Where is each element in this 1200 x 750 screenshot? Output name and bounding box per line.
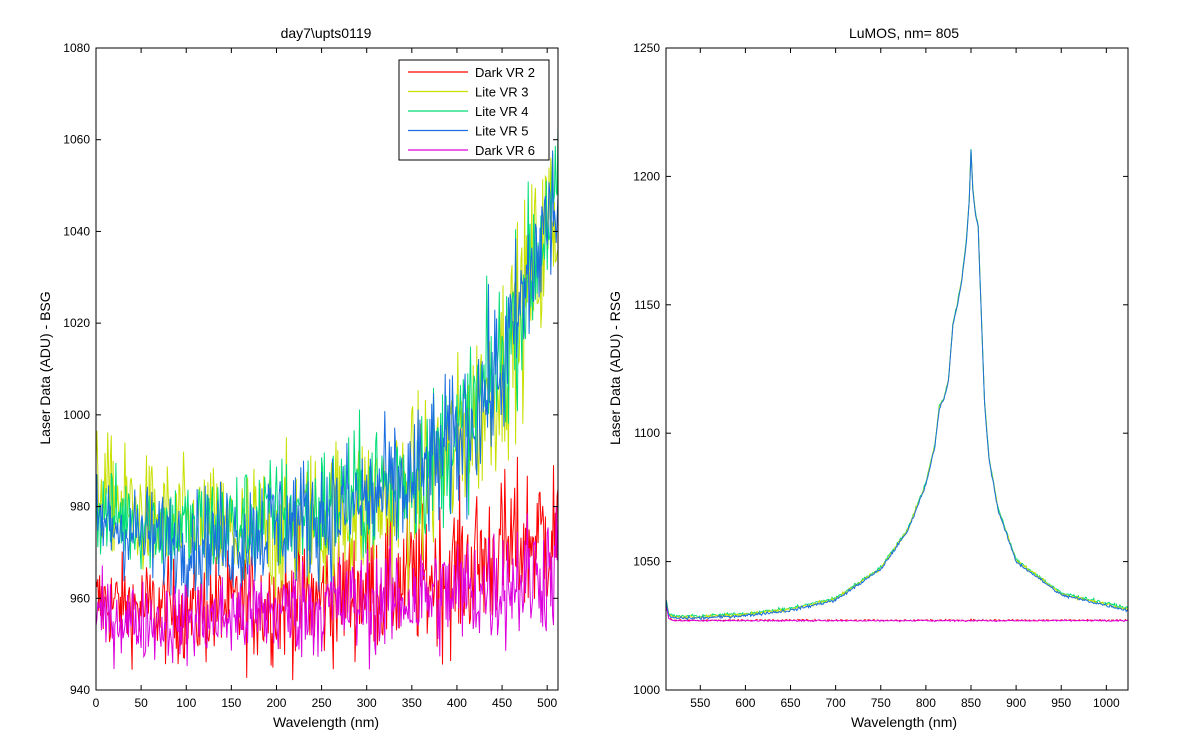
left-x-tick-label: 300: [357, 696, 377, 710]
right-x-tick-label: 750: [871, 696, 891, 710]
left-x-ticks: 0 50 100 150 200 250 300 350 400 450 500: [93, 48, 558, 710]
left-y-tick-label: 940: [70, 683, 90, 697]
left-x-tick-label: 200: [266, 696, 286, 710]
left-y-tick-label: 980: [70, 500, 90, 514]
right-x-tick-label: 650: [781, 696, 801, 710]
left-x-tick-label: 500: [537, 696, 557, 710]
left-axes-frame: [95, 47, 559, 691]
right-x-tick-label: 850: [961, 696, 981, 710]
right-x-tick-label: 900: [1006, 696, 1026, 710]
left-y-tick-label: 1040: [63, 224, 90, 238]
legend-label-4: Lite VR 5: [475, 124, 528, 139]
left-x-tick-label: 450: [492, 696, 512, 710]
right-y-tick-label: 1050: [633, 555, 660, 569]
left-x-tick-label: 0: [93, 696, 100, 710]
left-y-axis-label: Laser Data (ADU) - BSG: [37, 291, 53, 444]
left-plot-title: day7\upts0119: [281, 25, 372, 41]
right-y-tick-label: 1000: [633, 683, 660, 697]
legend-box: [398, 59, 550, 161]
legend: Dark VR 2 Lite VR 3 Lite VR 4 Lite VR 5 Dark…: [398, 59, 550, 161]
left-y-tick-label: 1020: [63, 316, 90, 330]
right-y-tick-label: 1200: [633, 169, 660, 183]
right-y-tick-label: 1100: [634, 426, 660, 440]
left-x-tick-label: 50: [134, 696, 148, 710]
left-series-line-4: [95, 150, 559, 601]
right-y-tick-label: 1150: [634, 298, 660, 312]
right-x-tick-label: 700: [826, 696, 846, 710]
left-y-ticks: 940 960 980 1000 1020 1040 1060 1080: [63, 41, 558, 697]
left-x-tick-label: 350: [402, 696, 422, 710]
right-plot: LuMOS, nm= 805 Wavelength (nm) Laser Dat…: [607, 25, 1129, 730]
right-y-ticks: 1000 1050 1100 1150 1200 1250: [633, 41, 1128, 697]
left-y-tick-label: 1080: [63, 41, 90, 55]
right-x-tick-label: 600: [735, 696, 755, 710]
left-y-tick-label: 1060: [63, 133, 90, 147]
right-x-tick-label: 800: [916, 696, 936, 710]
right-y-axis-label: Laser Data (ADU) - RSG: [607, 291, 623, 445]
right-series-group: [665, 148, 1129, 623]
left-series-line-5: [95, 507, 559, 670]
left-x-tick-label: 100: [176, 696, 196, 710]
right-x-tick-label: 1000: [1093, 696, 1120, 710]
left-x-tick-label: 250: [312, 696, 332, 710]
left-x-tick-label: 400: [447, 696, 467, 710]
left-series-line-3: [95, 126, 559, 580]
legend-label-5: Dark VR 6: [475, 143, 535, 158]
left-series-group: [95, 126, 559, 681]
right-x-ticks: 550 600 650 700 750 800 850 900 950 1000: [690, 48, 1120, 710]
right-series-line-2: [665, 605, 1128, 623]
right-plot-title: LuMOS, nm= 805: [849, 25, 959, 41]
legend-label-2: Lite VR 3: [475, 85, 528, 100]
right-x-tick-label: 950: [1051, 696, 1071, 710]
left-plot: day7\upts0119 Wavelength (nm) Laser Data…: [37, 25, 559, 730]
right-x-axis-label: Wavelength (nm): [851, 714, 957, 730]
left-x-axis-label: Wavelength (nm): [273, 714, 379, 730]
left-x-tick-label: 150: [221, 696, 241, 710]
left-y-tick-label: 960: [70, 591, 90, 605]
left-y-tick-label: 1000: [63, 408, 90, 422]
legend-label-3: Lite VR 4: [475, 104, 528, 119]
right-axes-frame: [665, 47, 1129, 691]
legend-label-1: Dark VR 2: [475, 65, 535, 80]
right-x-tick-label: 550: [690, 696, 710, 710]
right-series-line-1: [665, 149, 1129, 621]
right-y-tick-label: 1250: [633, 41, 660, 55]
